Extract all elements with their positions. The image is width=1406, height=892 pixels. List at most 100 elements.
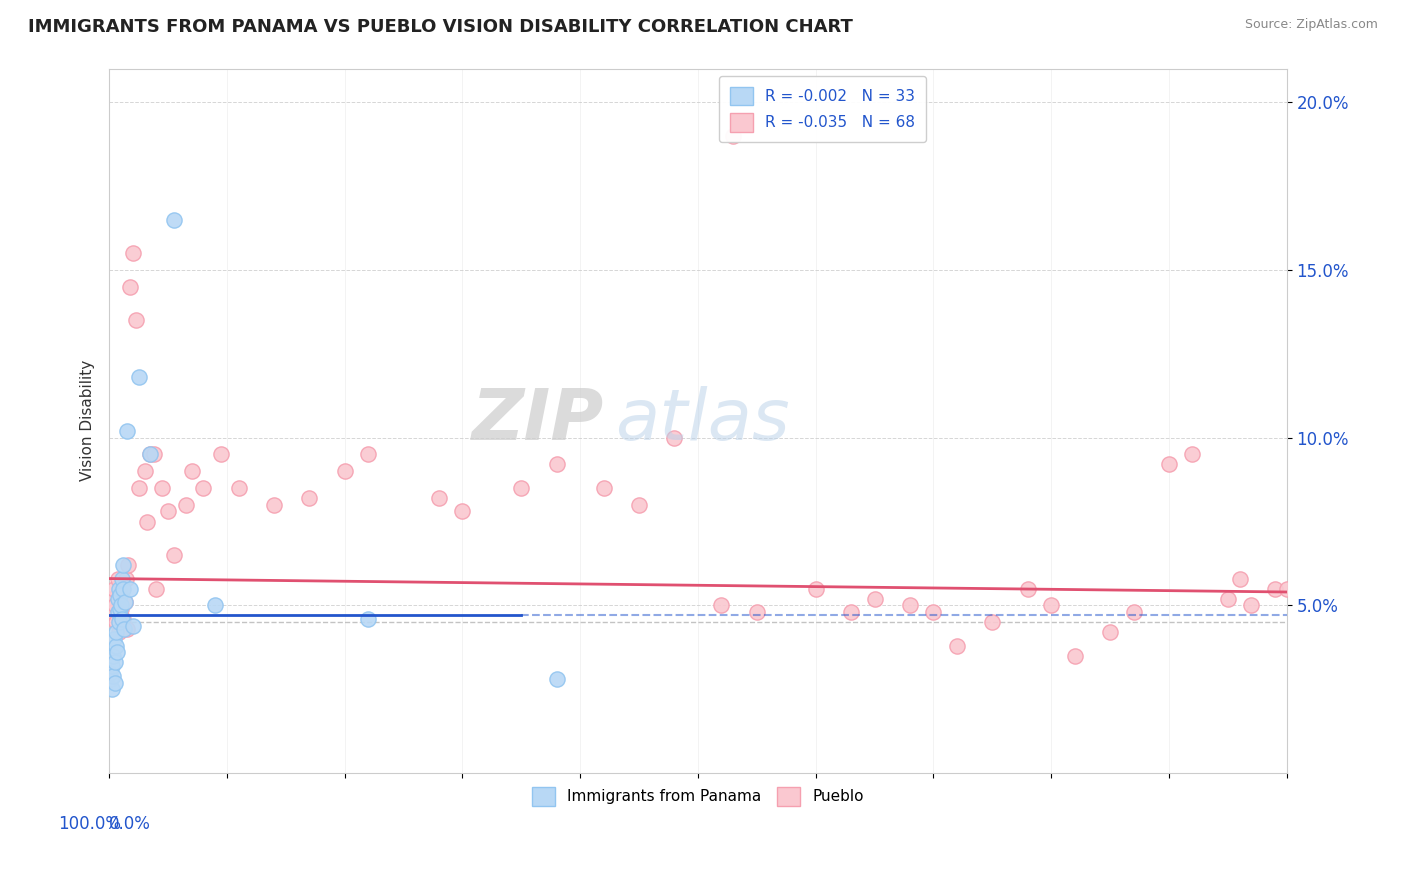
- Point: [107, 572, 129, 586]
- Point: [1098, 625, 1121, 640]
- Point: [125, 313, 148, 327]
- Point: [108, 588, 131, 602]
- Point: [1229, 572, 1251, 586]
- Point: [107, 615, 129, 630]
- Point: [101, 669, 124, 683]
- Point: [922, 605, 945, 619]
- Point: [898, 599, 921, 613]
- Point: [104, 675, 127, 690]
- Text: atlas: atlas: [616, 386, 790, 455]
- Point: [112, 622, 135, 636]
- Point: [111, 572, 134, 586]
- Point: [128, 370, 150, 384]
- Point: [107, 605, 129, 619]
- Point: [357, 612, 380, 626]
- Point: [112, 612, 135, 626]
- Point: [111, 582, 134, 596]
- Text: ZIP: ZIP: [471, 386, 603, 455]
- Point: [981, 615, 1004, 630]
- Point: [1122, 605, 1144, 619]
- Text: IMMIGRANTS FROM PANAMA VS PUEBLO VISION DISABILITY CORRELATION CHART: IMMIGRANTS FROM PANAMA VS PUEBLO VISION …: [28, 18, 853, 36]
- Point: [228, 481, 250, 495]
- Point: [112, 582, 135, 596]
- Point: [103, 648, 125, 663]
- Point: [863, 591, 886, 606]
- Point: [117, 558, 139, 573]
- Point: [263, 498, 285, 512]
- Point: [946, 639, 969, 653]
- Point: [105, 645, 128, 659]
- Point: [101, 658, 124, 673]
- Point: [628, 498, 651, 512]
- Point: [1216, 591, 1239, 606]
- Point: [209, 447, 232, 461]
- Point: [136, 515, 159, 529]
- Point: [664, 431, 686, 445]
- Point: [110, 588, 132, 602]
- Point: [105, 615, 128, 630]
- Point: [1040, 599, 1063, 613]
- Point: [451, 504, 474, 518]
- Point: [546, 458, 568, 472]
- Point: [107, 591, 129, 606]
- Point: [114, 595, 136, 609]
- Point: [100, 672, 122, 686]
- Point: [723, 128, 745, 143]
- Point: [357, 447, 380, 461]
- Point: [804, 582, 827, 596]
- Point: [114, 595, 136, 609]
- Point: [174, 498, 197, 512]
- Point: [298, 491, 321, 505]
- Point: [1063, 648, 1085, 663]
- Point: [103, 632, 125, 646]
- Point: [103, 656, 125, 670]
- Point: [110, 601, 132, 615]
- Point: [592, 481, 614, 495]
- Point: [121, 246, 143, 260]
- Point: [120, 279, 142, 293]
- Point: [710, 599, 733, 613]
- Y-axis label: Vision Disability: Vision Disability: [80, 360, 96, 482]
- Point: [1264, 582, 1286, 596]
- Point: [108, 601, 131, 615]
- Point: [510, 481, 533, 495]
- Point: [110, 599, 132, 613]
- Point: [745, 605, 768, 619]
- Point: [100, 591, 122, 606]
- Point: [333, 464, 356, 478]
- Point: [100, 665, 122, 680]
- Point: [108, 582, 131, 596]
- Text: Source: ZipAtlas.com: Source: ZipAtlas.com: [1244, 18, 1378, 31]
- Point: [204, 599, 226, 613]
- Point: [180, 464, 202, 478]
- Point: [104, 599, 127, 613]
- Point: [103, 582, 125, 596]
- Point: [139, 447, 162, 461]
- Point: [120, 582, 142, 596]
- Point: [157, 504, 180, 518]
- Point: [114, 572, 136, 586]
- Point: [546, 672, 568, 686]
- Point: [100, 682, 122, 697]
- Point: [128, 481, 150, 495]
- Point: [139, 447, 162, 461]
- Point: [1157, 458, 1180, 472]
- Point: [111, 612, 134, 626]
- Point: [163, 212, 186, 227]
- Point: [1017, 582, 1039, 596]
- Point: [145, 582, 167, 596]
- Point: [107, 625, 129, 640]
- Point: [115, 622, 138, 636]
- Point: [1275, 582, 1298, 596]
- Point: [150, 481, 173, 495]
- Point: [121, 618, 143, 632]
- Point: [111, 558, 134, 573]
- Point: [427, 491, 450, 505]
- Point: [1240, 599, 1263, 613]
- Point: [134, 464, 156, 478]
- Point: [163, 548, 186, 562]
- Point: [105, 625, 128, 640]
- Point: [104, 639, 127, 653]
- Point: [839, 605, 862, 619]
- Text: 100.0%: 100.0%: [58, 815, 121, 833]
